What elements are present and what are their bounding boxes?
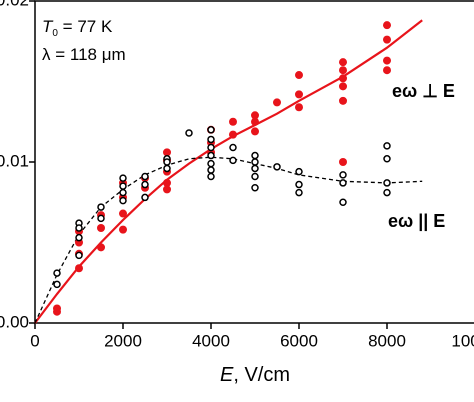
data-point xyxy=(229,156,237,165)
data-point xyxy=(339,96,347,105)
data-point xyxy=(295,71,303,80)
legend-label: eω || E xyxy=(388,211,445,231)
data-point xyxy=(339,198,347,206)
data-point xyxy=(97,224,105,233)
data-point xyxy=(383,21,391,30)
data-point xyxy=(207,166,215,174)
data-point xyxy=(207,172,215,181)
annotation-part: λ = 118 μm xyxy=(42,45,126,64)
data-point xyxy=(75,264,83,273)
data-point xyxy=(339,66,347,75)
data-point xyxy=(207,159,215,168)
data-point xyxy=(119,182,127,190)
data-point xyxy=(383,56,391,65)
annotation-part: T xyxy=(42,17,54,36)
data-point xyxy=(383,142,391,150)
data-point xyxy=(251,184,259,192)
x-tick-label: 8000 xyxy=(368,331,406,350)
y-tick-label: 0.01 xyxy=(0,151,29,170)
annotation-part: 0 xyxy=(52,28,58,39)
annotation: T0 = 77 K xyxy=(42,17,113,39)
x-tick-label: 6000 xyxy=(280,331,318,350)
data-point xyxy=(295,90,303,99)
data-point xyxy=(229,117,237,126)
data-point xyxy=(383,35,391,44)
data-point xyxy=(119,188,127,197)
data-point xyxy=(207,126,215,134)
data-point xyxy=(185,129,193,137)
data-point xyxy=(207,151,215,160)
data-point xyxy=(339,58,347,67)
data-point xyxy=(119,209,127,218)
data-point xyxy=(119,174,127,182)
data-point xyxy=(251,111,259,120)
legend-label: eω ⊥ E xyxy=(392,81,455,101)
data-point xyxy=(163,148,171,157)
data-point xyxy=(229,143,237,152)
data-point xyxy=(251,172,259,181)
data-point xyxy=(229,130,237,139)
data-point xyxy=(339,74,347,83)
fit-curve xyxy=(34,156,423,324)
x-tick-label: 10000 xyxy=(451,331,474,350)
data-point xyxy=(97,203,105,211)
x-tick-label: 2000 xyxy=(104,331,142,350)
data-point xyxy=(251,158,259,166)
data-point xyxy=(295,103,303,112)
data-point xyxy=(53,280,61,289)
data-point xyxy=(119,196,127,205)
x-axis-label-part: E xyxy=(220,364,234,386)
data-point xyxy=(97,243,105,252)
data-point xyxy=(251,164,259,173)
data-point xyxy=(383,66,391,75)
x-tick-label: 4000 xyxy=(192,331,230,350)
data-point xyxy=(295,188,303,197)
data-point xyxy=(163,178,171,187)
data-point xyxy=(75,224,83,232)
data-point xyxy=(295,167,303,176)
data-point xyxy=(75,233,83,242)
data-point xyxy=(53,307,61,316)
data-point xyxy=(119,225,127,234)
fit-curve xyxy=(34,19,423,324)
data-point xyxy=(383,188,391,197)
y-tick-label: 0.00 xyxy=(0,312,29,331)
annotation: λ = 118 μm xyxy=(42,45,126,64)
data-point xyxy=(251,127,259,136)
data-point xyxy=(75,251,83,260)
data-point xyxy=(383,155,391,163)
data-point xyxy=(207,143,215,152)
data-point xyxy=(339,158,347,166)
data-point xyxy=(141,180,149,189)
data-point xyxy=(273,163,281,171)
data-point xyxy=(207,135,215,144)
data-point xyxy=(97,214,105,223)
data-point xyxy=(383,179,391,187)
data-point xyxy=(163,185,171,194)
x-axis-label: E, V/cm xyxy=(220,364,290,386)
data-point xyxy=(273,98,281,107)
data-point xyxy=(163,158,171,166)
data-point xyxy=(295,180,303,189)
data-point xyxy=(339,179,347,187)
data-point xyxy=(141,193,149,202)
data-point xyxy=(163,164,171,173)
x-axis-label-part: , V/cm xyxy=(233,364,290,386)
data-point xyxy=(53,269,61,277)
data-point xyxy=(251,151,259,160)
annotation-part: = 77 K xyxy=(58,17,113,36)
data-point xyxy=(141,172,149,181)
data-point xyxy=(339,82,347,91)
y-tick-label: 0.02 xyxy=(0,0,29,9)
x-tick-label: 0 xyxy=(30,331,39,350)
data-point xyxy=(339,171,347,179)
data-point xyxy=(251,117,259,126)
